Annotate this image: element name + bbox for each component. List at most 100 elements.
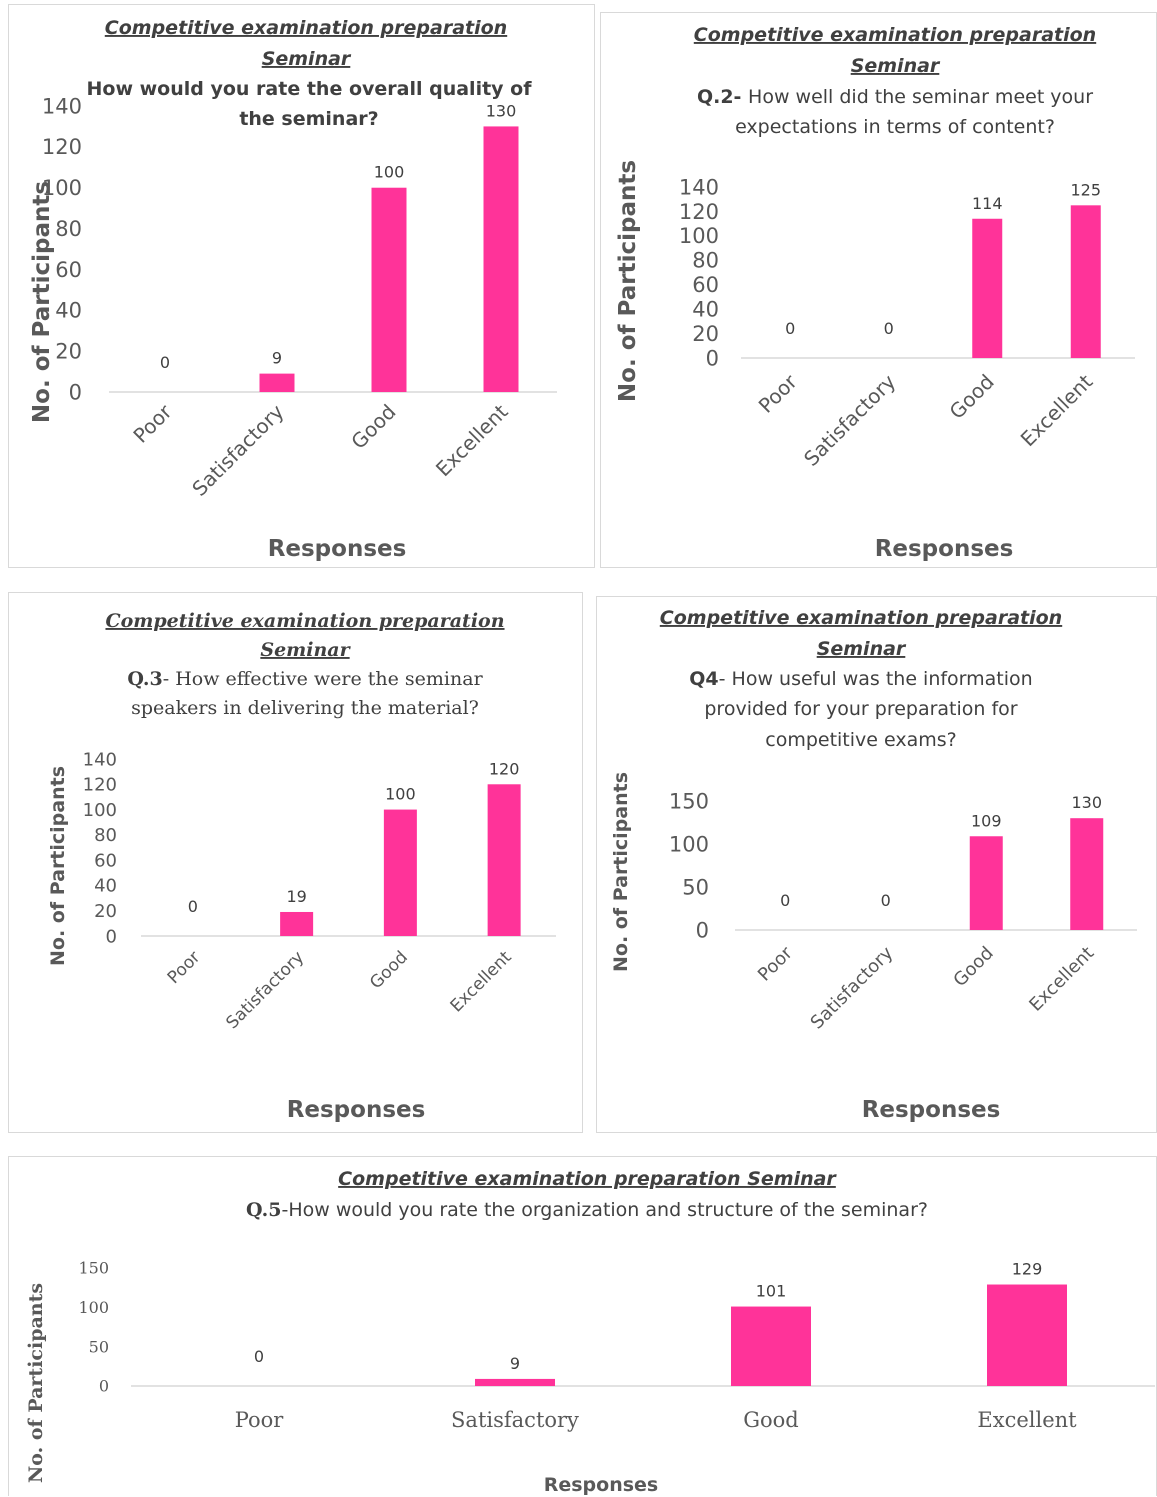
chart-2-category-poor: Poor [754,369,803,418]
chart-2-y-tick: 100 [679,224,719,248]
chart-2-bar-good [972,218,1003,358]
chart-3-y-tick: 120 [83,775,117,796]
chart-1-y-tick: 80 [55,217,82,241]
chart-5-y-axis-title: No. of Participants [25,1283,47,1483]
chart-1-category-excellent: Excellent [431,399,513,481]
chart-2-question-line-2: expectations in terms of content? [735,116,1055,138]
chart-3-y-axis-title: No. of Participants [47,766,69,966]
chart-3-data-label-poor: 0 [188,897,198,916]
chart-1-question-line-1: How would you rate the overall quality o… [87,78,533,100]
chart-1-bar-good [371,187,407,392]
chart-5-x-axis-title: Responses [544,1474,659,1496]
chart-4-bars [969,818,1104,930]
chart-2-question-line-1: Q.2- How well did the seminar meet your [697,86,1093,108]
chart-3-category-satisfactory: Satisfactory [222,947,308,1033]
chart-4-category-satisfactory: Satisfactory [807,942,898,1033]
chart-1-category-satisfactory: Satisfactory [187,399,288,500]
chart-4-bar-good [969,836,1003,930]
chart-4-categories: Poor Satisfactory Good Excellent [754,942,1098,1033]
chart-2-data-label-excellent: 125 [1070,180,1101,199]
chart-2-x-axis-title: Responses [875,536,1014,562]
chart-4-question-line-3: competitive exams? [765,729,957,751]
chart-5-bar-satisfactory [475,1378,555,1386]
chart-2-category-excellent: Excellent [1016,369,1098,451]
chart-1-category-good: Good [346,400,400,454]
chart-5-y-tick: 150 [78,1259,109,1278]
chart-1-y-tick: 0 [69,380,82,404]
chart-1-y-tick: 20 [55,339,82,363]
chart-2-category-good: Good [945,370,999,424]
chart-5-category-good: Good [743,1408,799,1432]
chart-3-data-label-excellent: 120 [489,759,520,778]
chart-5-y-tick: 100 [78,1298,109,1317]
chart-2-data-label-good: 114 [972,194,1003,213]
chart-4-title-line-1: Competitive examination preparation [660,607,1062,629]
chart-3-y-tick: 140 [83,749,117,770]
chart-5: Competitive examination preparation Semi… [25,1168,1155,1496]
chart-2-y-tick: 140 [679,175,719,199]
chart-1-categories: Poor Satisfactory Good Excellent [128,399,512,501]
chart-3-bar-excellent [487,784,521,936]
chart-1-x-axis-title: Responses [268,536,407,562]
chart-3-y-tick: 0 [106,926,117,947]
chart-5-data-labels: 0 9 101 129 [254,1260,1042,1373]
chart-4-data-label-good: 109 [971,811,1002,830]
chart-1-bar-excellent [483,126,519,392]
chart-3-y-tick: 20 [94,901,117,922]
chart-1-category-poor: Poor [128,399,177,448]
chart-3-bar-satisfactory [280,911,314,936]
chart-3: Competitive examination preparation Semi… [47,610,556,1123]
chart-5-bar-excellent [987,1284,1067,1386]
chart-3-category-excellent: Excellent [447,947,516,1016]
chart-4-data-label-excellent: 130 [1071,793,1102,812]
chart-3-question-line-2: speakers in delivering the material? [131,697,479,719]
chart-4: Competitive examination preparation Semi… [610,607,1137,1123]
chart-2-bar-excellent [1070,205,1101,358]
chart-4-category-poor: Poor [754,942,797,985]
chart-5-categories: Poor Satisfactory Good Excellent [235,1408,1077,1432]
chart-1-y-tick: 120 [42,135,82,159]
chart-1-bars [259,126,519,392]
chart-3-categories: Poor Satisfactory Good Excellent [164,947,516,1033]
chart-3-title-line-1: Competitive examination preparation [105,610,504,632]
chart-panel-4: Competitive examination preparation Semi… [596,596,1157,1133]
chart-panel-5: Competitive examination preparation Semi… [8,1156,1157,1496]
chart-2-y-tick: 20 [692,322,719,346]
chart-3-y-tick: 40 [94,876,117,897]
chart-4-y-tick: 100 [669,832,709,856]
chart-panel-2: Competitive examination preparation Semi… [600,12,1157,568]
chart-2-category-satisfactory: Satisfactory [799,369,900,470]
chart-4-x-axis-title: Responses [862,1097,1001,1123]
chart-4-question-line-2: provided for your preparation for [704,698,1017,720]
chart-3-data-label-good: 100 [385,785,416,804]
chart-5-y-ticks: 0 50 100 150 [78,1259,109,1396]
chart-2-y-tick: 40 [692,297,719,321]
chart-2-y-tick: 0 [706,346,719,370]
chart-1-y-tick: 140 [42,94,82,118]
chart-4-data-label-poor: 0 [780,891,790,910]
chart-3-x-axis-title: Responses [287,1097,426,1123]
chart-3-title-line-2: Seminar [260,639,351,661]
chart-4-data-label-satisfactory: 0 [881,891,891,910]
chart-4-question-line-1: Q4- How useful was the information [689,668,1032,690]
chart-1: Competitive examination preparation Semi… [29,17,557,562]
chart-4-y-axis-title: No. of Participants [610,772,632,972]
chart-5-y-tick: 50 [89,1337,109,1356]
chart-2-title-line-1: Competitive examination preparation [694,24,1096,46]
chart-1-data-label-good: 100 [374,163,405,182]
chart-4-bar-excellent [1070,818,1104,930]
chart-2-data-label-satisfactory: 0 [884,319,894,338]
chart-1-y-axis-title: No. of Participants [29,181,55,423]
chart-5-data-label-poor: 0 [254,1347,264,1366]
chart-1-data-label-excellent: 130 [486,101,517,120]
chart-5-category-excellent: Excellent [977,1408,1077,1432]
chart-5-bar-good [731,1306,811,1386]
chart-5-category-satisfactory: Satisfactory [451,1408,579,1432]
chart-3-data-label-satisfactory: 19 [286,887,306,906]
chart-4-y-tick: 50 [682,875,709,899]
chart-5-category-poor: Poor [235,1408,285,1432]
chart-4-data-labels: 0 0 109 130 [780,793,1102,910]
chart-1-bar-satisfactory [259,373,295,392]
